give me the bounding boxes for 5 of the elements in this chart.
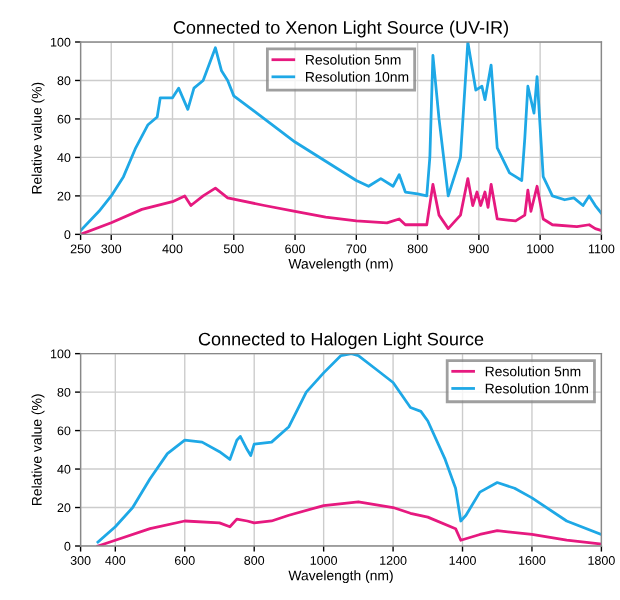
line-series	[80, 42, 602, 232]
chart-title: Connected to Xenon Light Source (UV-IR)	[173, 20, 508, 38]
chart-title: Connected to Halogen Light Source	[198, 332, 484, 350]
line-series	[96, 500, 602, 546]
line-series	[96, 353, 602, 544]
